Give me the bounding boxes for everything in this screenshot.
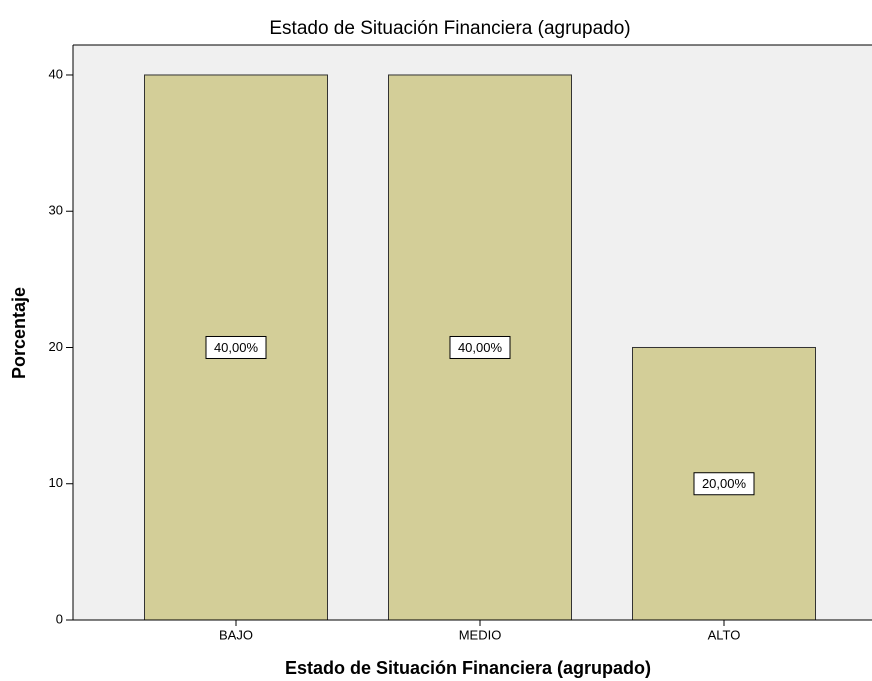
y-axis-title: Porcentaje	[9, 287, 29, 379]
value-label: 20,00%	[702, 476, 747, 491]
value-label: 40,00%	[214, 340, 259, 355]
y-tick-label: 40	[49, 66, 63, 81]
value-label: 40,00%	[458, 340, 503, 355]
x-axis-title: Estado de Situación Financiera (agrupado…	[285, 658, 651, 678]
y-tick-label: 30	[49, 203, 63, 218]
bar	[144, 74, 328, 621]
value-label-box	[449, 335, 511, 359]
y-tick-label: 10	[49, 475, 63, 490]
value-label-box	[693, 472, 755, 496]
y-tick-label: 20	[49, 339, 63, 354]
x-tick-label: ALTO	[708, 627, 741, 642]
x-tick-label: BAJO	[219, 627, 253, 642]
y-tick-label: 0	[56, 611, 63, 626]
x-tick-label: MEDIO	[459, 627, 502, 642]
value-label-box	[205, 335, 267, 359]
chart-title: Estado de Situación Financiera (agrupado…	[269, 18, 630, 39]
